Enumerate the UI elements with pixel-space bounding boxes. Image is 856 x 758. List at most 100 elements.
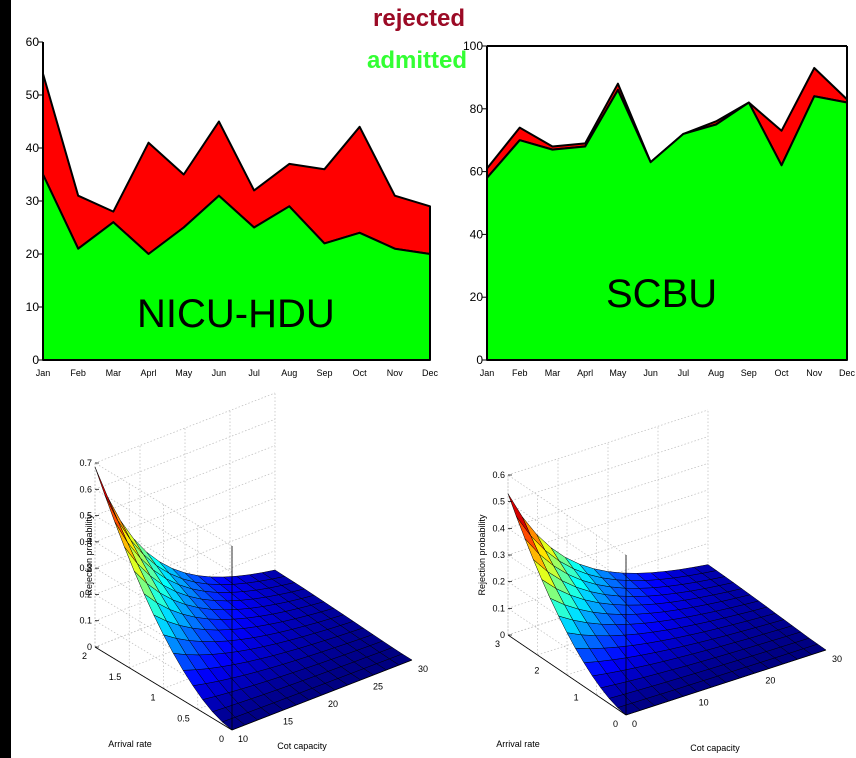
x-tick-label: Jul [678, 368, 690, 378]
z-tick-label: 0.1 [79, 616, 92, 626]
y-tick-label: 100 [463, 39, 483, 53]
side-grid-line [507, 474, 627, 556]
z-tick-label: 0.3 [492, 550, 505, 560]
y-tick-label: 1 [150, 693, 155, 703]
x-tick-label: May [609, 368, 627, 378]
side-grid-line [94, 488, 233, 573]
y-tick-label: 60 [26, 35, 40, 49]
y-tick-label: 0 [476, 353, 483, 367]
side-grid-line [94, 462, 233, 547]
floor-grid-line [139, 629, 278, 713]
y-tick-label: 0 [219, 734, 224, 744]
y-tick-label: 0.5 [177, 713, 190, 723]
back-grid-line [507, 463, 709, 529]
x-tick-label: 10 [238, 734, 248, 744]
y-tick-label: 20 [26, 247, 40, 261]
left-edge-bar [0, 0, 11, 758]
x-tick-label: 20 [328, 699, 338, 709]
admitted-area [42, 173, 431, 361]
x-tick-label: 0 [632, 719, 637, 729]
side-grid-line [94, 620, 233, 705]
x-tick-label: Dec [839, 368, 856, 378]
z-axis-label: Rejection probability [477, 514, 487, 596]
back-grid-line [94, 550, 276, 622]
z-tick-label: 0.7 [79, 458, 92, 468]
x-tick-label: Aug [281, 368, 297, 378]
side-grid-line [94, 594, 233, 678]
chart-label: SCBU [606, 272, 717, 316]
z-tick-label: 0 [500, 630, 505, 640]
x-tick-label: Feb [512, 368, 528, 378]
x-axis-label: Cot capacity [277, 741, 327, 751]
chart-label: NICU-HDU [137, 292, 335, 336]
x-tick-label: Oct [353, 368, 368, 378]
surface-patch [94, 466, 118, 521]
x-tick-label: Jun [643, 368, 658, 378]
y-tick-label: 60 [470, 165, 484, 179]
y-tick-label: 1.5 [109, 672, 122, 682]
back-grid-line [507, 409, 709, 476]
y-tick-label: 10 [26, 300, 40, 314]
x-tick-label: Jan [36, 368, 51, 378]
z-tick-label: 0.4 [492, 523, 505, 533]
x-tick-label: 30 [418, 664, 428, 674]
back-grid-line [94, 524, 276, 595]
x-tick-label: Mar [545, 368, 561, 378]
x-tick-label: Oct [775, 368, 790, 378]
side-grid-line [507, 501, 627, 582]
x-tick-label: Aprl [141, 368, 157, 378]
back-grid-line [94, 576, 276, 648]
z-axis-label: Rejection probability [84, 514, 94, 596]
y-tick-label: 0 [613, 719, 618, 729]
x-tick-label: Aprl [577, 368, 593, 378]
back-grid-line [94, 497, 276, 569]
z-tick-label: 0.4 [79, 537, 92, 547]
back-grid-line [94, 392, 276, 464]
y-tick-label: 30 [26, 194, 40, 208]
z-tick-label: 0.6 [492, 470, 505, 480]
y-tick-label: 80 [470, 102, 484, 116]
y-axis [507, 634, 627, 716]
z-tick-label: 0.2 [79, 589, 92, 599]
legend-admitted: admitted [367, 47, 468, 74]
x-tick-label: Sep [316, 368, 332, 378]
x-axis [231, 659, 413, 731]
legend-rejected: rejected [373, 5, 466, 32]
x-tick-label: Jun [212, 368, 227, 378]
x-tick-label: 20 [765, 676, 775, 686]
x-tick-label: Mar [106, 368, 122, 378]
z-tick-label: 0.6 [79, 484, 92, 494]
z-tick-label: 0 [87, 642, 92, 652]
z-tick-label: 0.3 [79, 563, 92, 573]
y-axis-label: Arrival rate [496, 739, 540, 749]
y-axis [94, 646, 233, 731]
x-tick-label: Aug [708, 368, 724, 378]
x-tick-label: Feb [70, 368, 86, 378]
y-tick-label: 20 [470, 290, 484, 304]
y-tick-label: 2 [82, 651, 87, 661]
side-grid-line [507, 608, 627, 689]
z-tick-label: 0.2 [492, 577, 505, 587]
y-tick-label: 1 [574, 692, 579, 702]
side-grid-line [94, 567, 233, 652]
floor-grid-line [129, 597, 310, 669]
y-tick-label: 2 [534, 666, 539, 676]
back-grid-line [94, 445, 276, 516]
y-tick-label: 50 [26, 88, 40, 102]
x-axis [625, 649, 827, 716]
x-tick-label: 15 [283, 717, 293, 727]
x-tick-label: May [175, 368, 193, 378]
z-tick-label: 0.5 [492, 497, 505, 507]
z-tick-label: 0.1 [492, 603, 505, 613]
y-axis-label: Arrival rate [108, 739, 152, 749]
x-tick-label: 10 [699, 697, 709, 707]
x-tick-label: Sep [741, 368, 757, 378]
x-axis-label: Cot capacity [690, 743, 740, 753]
x-tick-label: Jan [480, 368, 495, 378]
x-tick-label: Nov [806, 368, 823, 378]
z-tick-label: 0.5 [79, 511, 92, 521]
